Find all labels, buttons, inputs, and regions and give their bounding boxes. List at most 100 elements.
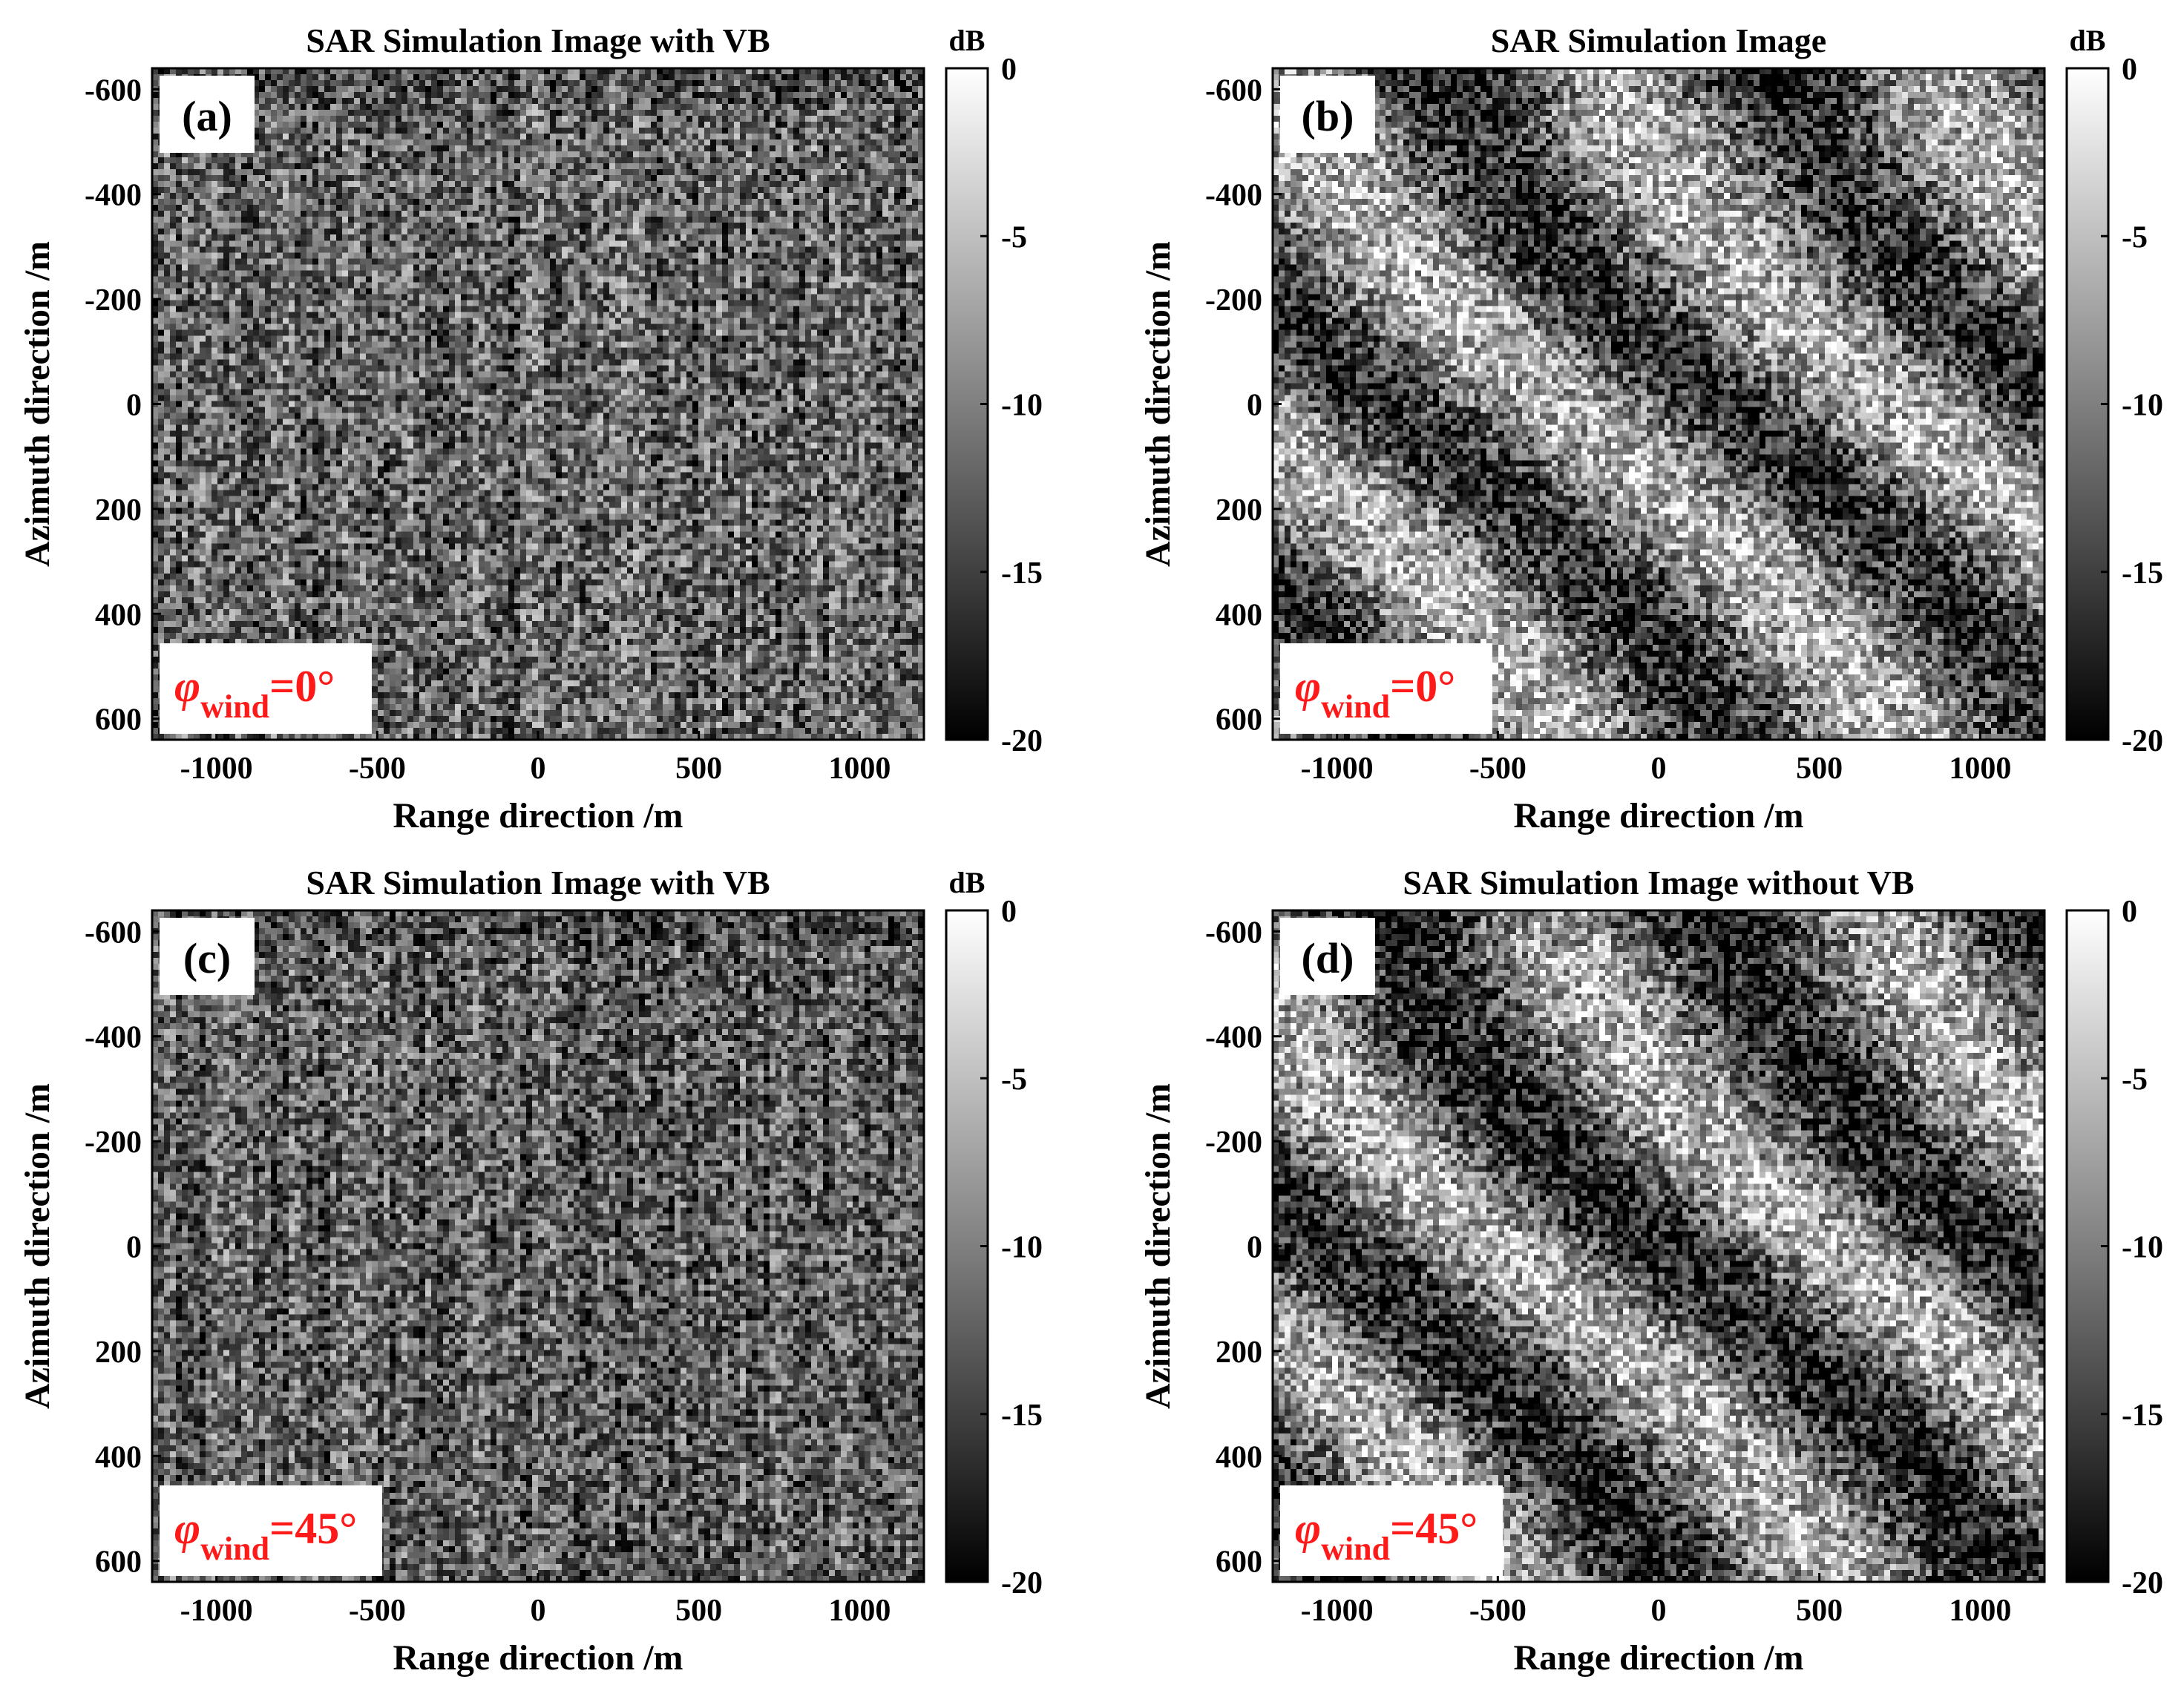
- colorbar-unit-label: dB: [949, 24, 986, 57]
- y-tick-label: 400: [95, 598, 142, 632]
- chart-title: SAR Simulation Image: [1491, 22, 1826, 59]
- wind-symbol: φ: [174, 662, 200, 711]
- colorbar-tick-label: 0: [1001, 895, 1017, 929]
- wind-symbol: φ: [1295, 1504, 1321, 1553]
- y-tick-label: -600: [1205, 73, 1262, 108]
- chart-panel-1: SAR Simulation Image with VB-1000 -500 0 50…: [18, 22, 1043, 835]
- y-tick-label: 600: [1216, 703, 1262, 738]
- x-tick-label: -1000: [180, 752, 253, 786]
- wind-value: =45°: [1390, 1504, 1478, 1553]
- wind-annotation: φwind=45°: [1295, 1504, 1478, 1567]
- colorbar-tick-label: -5: [2122, 220, 2148, 254]
- chart-title: SAR Simulation Image without VB: [1403, 864, 1914, 901]
- y-tick-label: -200: [1205, 283, 1262, 318]
- y-tick-label: -600: [85, 73, 142, 108]
- panel-label-box: [160, 918, 255, 995]
- y-tick-label: 200: [95, 1336, 142, 1370]
- colorbar-unit-label: dB: [949, 866, 986, 899]
- heatmap-image: [1273, 910, 2044, 1582]
- colorbar-tick-label: -10: [1001, 1231, 1043, 1265]
- colorbar-tick-label: 0: [2122, 895, 2137, 929]
- y-tick-label: 200: [1216, 1336, 1262, 1370]
- y-tick-label: 600: [1216, 1546, 1262, 1580]
- panel-label: (c): [183, 934, 231, 982]
- colorbar-tick-label: -10: [2122, 389, 2163, 423]
- y-axis-label: Azimuth direction /m: [18, 1083, 57, 1409]
- heatmap-image: [1273, 68, 2044, 740]
- colorbar-unit-label: dB: [2070, 24, 2106, 57]
- annotation-box: [160, 1485, 382, 1576]
- x-tick-label: 1000: [1949, 1594, 2011, 1628]
- y-tick-label: -200: [85, 283, 142, 318]
- colorbar-tick-label: -20: [1001, 1566, 1043, 1600]
- y-tick-label: -400: [1205, 1021, 1262, 1055]
- x-tick-label: -500: [1469, 752, 1526, 786]
- colorbar-tick-label: -20: [1001, 724, 1043, 758]
- panel-label: (b): [1302, 92, 1354, 140]
- wind-annotation: φwind=45°: [174, 1504, 357, 1567]
- colorbar-tick-label: -10: [2122, 1231, 2163, 1265]
- y-axis-label: Azimuth direction /m: [1138, 241, 1178, 567]
- wind-annotation: φwind=0°: [1295, 662, 1455, 725]
- wind-value: =45°: [269, 1504, 357, 1553]
- chart-title: SAR Simulation Image with VB: [306, 864, 770, 901]
- x-tick-label: 1000: [1949, 752, 2011, 786]
- x-tick-label: 0: [1651, 1594, 1667, 1628]
- x-tick-label: 0: [531, 752, 546, 786]
- colorbar-tick-label: -10: [1001, 389, 1043, 423]
- y-tick-label: 200: [95, 493, 142, 528]
- wind-annotation: φwind=0°: [174, 662, 335, 725]
- y-tick-label: 0: [1247, 1231, 1262, 1265]
- y-tick-label: 600: [95, 1546, 142, 1580]
- x-tick-label: 500: [1796, 752, 1843, 786]
- x-axis-label: Range direction /m: [393, 796, 683, 835]
- colorbar-tick-label: -5: [1001, 220, 1027, 254]
- y-tick-label: 0: [1247, 389, 1262, 423]
- colorbar-tick-label: 0: [2122, 53, 2137, 87]
- chart-title: SAR Simulation Image with VB: [306, 22, 770, 59]
- chart-panel-3: SAR Simulation Image with VB-1000 -500 0 50…: [18, 864, 1043, 1678]
- panel-label-box: [1280, 76, 1375, 153]
- x-tick-label: -1000: [1301, 752, 1374, 786]
- x-tick-label: -500: [349, 752, 406, 786]
- y-tick-label: -400: [1205, 179, 1262, 213]
- heatmap-image: [152, 910, 924, 1582]
- y-tick-label: -400: [85, 179, 142, 213]
- x-tick-label: 500: [675, 1594, 722, 1628]
- colorbar-tick-label: -20: [2122, 724, 2163, 758]
- y-axis-label: Azimuth direction /m: [1138, 1083, 1178, 1409]
- y-tick-label: -400: [85, 1021, 142, 1055]
- panel-label-box: [160, 76, 255, 153]
- wind-subscript: wind: [200, 1531, 269, 1567]
- y-tick-label: 200: [1216, 493, 1262, 528]
- wind-symbol: φ: [174, 1504, 200, 1553]
- x-tick-label: 1000: [828, 752, 891, 786]
- y-tick-label: 0: [126, 389, 142, 423]
- x-tick-label: 500: [1796, 1594, 1843, 1628]
- colorbar-tick-label: -15: [1001, 556, 1043, 591]
- chart-panel-2: SAR Simulation Image-1000 -500 0 500 1000-60…: [1138, 22, 2163, 835]
- panel-label-box: [1280, 918, 1375, 995]
- y-tick-label: -600: [85, 916, 142, 950]
- colorbar-tick-label: -15: [2122, 556, 2163, 591]
- colorbar-tick-label: -5: [2122, 1062, 2148, 1097]
- y-axis-label: Azimuth direction /m: [18, 241, 57, 567]
- x-tick-label: 0: [1651, 752, 1667, 786]
- y-tick-label: 0: [126, 1231, 142, 1265]
- colorbar-tick-label: 0: [1001, 53, 1017, 87]
- wind-subscript: wind: [1321, 1531, 1390, 1567]
- colorbar-tick-label: -20: [2122, 1566, 2163, 1600]
- panel-label: (d): [1302, 934, 1354, 982]
- annotation-box: [1280, 1485, 1503, 1576]
- y-tick-label: 400: [95, 1440, 142, 1474]
- x-tick-label: -500: [1469, 1594, 1526, 1628]
- y-tick-label: -200: [85, 1126, 142, 1160]
- annotation-box: [160, 643, 372, 734]
- wind-symbol: φ: [1295, 662, 1321, 711]
- y-tick-label: 400: [1216, 1440, 1262, 1474]
- wind-value: =0°: [1390, 662, 1455, 711]
- y-tick-label: 600: [95, 703, 142, 738]
- x-axis-label: Range direction /m: [1513, 1638, 1803, 1678]
- chart-panel-4: SAR Simulation Image without VB -10 0 0 -500…: [1138, 864, 2163, 1678]
